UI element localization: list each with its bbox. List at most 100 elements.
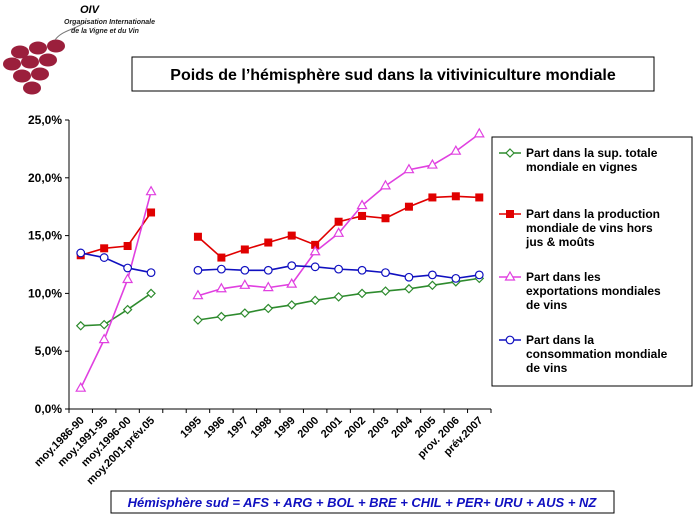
series-2-point — [287, 231, 296, 240]
grape-6 — [39, 53, 57, 67]
series-2-line — [80, 212, 152, 257]
y-tick-label: 20,0% — [28, 171, 62, 185]
grape-3 — [47, 39, 65, 53]
y-ticks: 0,0% 5,0% 10,0% 15,0% 20,0% 25,0% — [28, 113, 69, 416]
legend-label: de vins — [526, 361, 568, 375]
legend-label: exportations mondiales — [526, 284, 661, 298]
y-tick-label: 0,0% — [35, 402, 63, 416]
series-lines — [80, 133, 480, 389]
series-2-point — [428, 193, 437, 202]
series-2-point — [381, 214, 390, 223]
series-3-point — [309, 245, 321, 256]
series-3-point — [379, 179, 392, 190]
x-tick-label: 2004 — [389, 414, 415, 440]
series-1-point — [286, 300, 297, 310]
series-1-point — [99, 319, 110, 330]
series-1-point — [404, 283, 414, 294]
y-tick-label: 25,0% — [28, 113, 62, 127]
series-3-point — [426, 158, 438, 169]
series-2-point — [193, 232, 202, 241]
x-tick-label: 2000 — [295, 415, 321, 441]
footnote-box: Hémisphère sud = AFS + ARG + BOL + BRE +… — [110, 490, 615, 514]
chart-title-box: Poids de l’hémisphère sud dans la vitivi… — [131, 56, 655, 92]
series-2-point — [147, 208, 156, 217]
series-4-point — [240, 265, 250, 275]
x-tick-label: 1995 — [178, 415, 204, 441]
series-1-point — [146, 288, 156, 299]
chart-title: Poids de l’hémisphère sud dans la vitivi… — [170, 67, 616, 84]
legend-label: consommation mondiale — [526, 347, 668, 361]
grape-8 — [31, 67, 49, 81]
legend-swatch-marker — [505, 335, 515, 345]
series-3-point — [403, 163, 415, 174]
y-tick-label: 5,0% — [35, 344, 63, 358]
series-2-line — [197, 195, 480, 259]
series-3-point — [145, 185, 157, 196]
series-1-point — [193, 315, 203, 325]
logo-line1: Organisation Internationale — [64, 19, 155, 26]
legend-label: de vins — [526, 298, 568, 312]
legend-label: jus & moûts — [525, 235, 595, 249]
series-3-point — [98, 333, 110, 344]
series-1-point — [75, 320, 86, 331]
x-ticks: moy.1986-90moy.1991-95moy.1996-00moy.200… — [32, 409, 492, 487]
legend-label: Part dans les — [526, 270, 601, 284]
grape-7 — [13, 69, 31, 83]
series-4-line — [80, 252, 152, 274]
series-2-point — [404, 202, 413, 211]
series-1-point — [333, 292, 344, 302]
oiv-logo: OIV Organisation Internationale de la Vi… — [3, 4, 155, 95]
grape-5 — [21, 55, 39, 69]
series-4-point — [474, 270, 484, 280]
series-3-point — [333, 227, 345, 237]
series-1-point — [357, 288, 367, 299]
y-tick-label: 15,0% — [28, 229, 62, 243]
series-4-point — [216, 264, 226, 274]
logo-line2: de la Vigne et du Vin — [71, 28, 139, 35]
series-4-point — [146, 268, 156, 277]
series-2-point — [358, 211, 367, 220]
series-4-point — [263, 265, 273, 275]
grape-2 — [29, 41, 47, 55]
series-4-point — [381, 268, 390, 277]
x-tick-label: 1996 — [202, 415, 228, 441]
series-2-point — [334, 217, 343, 226]
vine-stem — [54, 21, 86, 41]
series-1-point — [216, 311, 227, 322]
series-4-point — [76, 248, 86, 258]
x-tick-label: 1998 — [249, 415, 275, 441]
legend-swatch-marker — [504, 270, 516, 281]
series-3-point — [75, 381, 87, 392]
series-3-point — [356, 199, 368, 210]
x-tick-label: 2001 — [319, 415, 345, 441]
series-4-point — [99, 253, 109, 262]
series-1-point — [310, 295, 321, 306]
series-1-point — [239, 308, 250, 318]
series-1-point — [122, 304, 133, 315]
legend-label: Part dans la — [526, 333, 594, 347]
series-1-point — [263, 303, 274, 314]
series-3-line — [80, 191, 152, 389]
series-markers — [75, 127, 485, 392]
series-4-point — [123, 263, 133, 273]
grape-9 — [23, 81, 41, 95]
legend-swatch-marker — [506, 210, 514, 218]
series-4-point — [334, 264, 344, 274]
series-1-point — [427, 280, 438, 291]
series-2-point — [217, 253, 226, 262]
series-3-point — [450, 144, 462, 155]
series-3-point — [122, 273, 134, 284]
footnote: Hémisphère sud = AFS + ARG + BOL + BRE +… — [128, 495, 598, 510]
series-4-point — [404, 272, 414, 282]
series-4-point — [451, 273, 461, 283]
series-4-point — [310, 262, 320, 272]
series-4-point — [427, 270, 437, 280]
series-2-point — [451, 192, 460, 201]
series-3-point — [215, 282, 227, 293]
series-2-point — [100, 244, 109, 253]
series-2-point — [264, 238, 273, 247]
grape-4 — [3, 57, 21, 71]
legend-label: mondiale en vignes — [526, 160, 638, 174]
